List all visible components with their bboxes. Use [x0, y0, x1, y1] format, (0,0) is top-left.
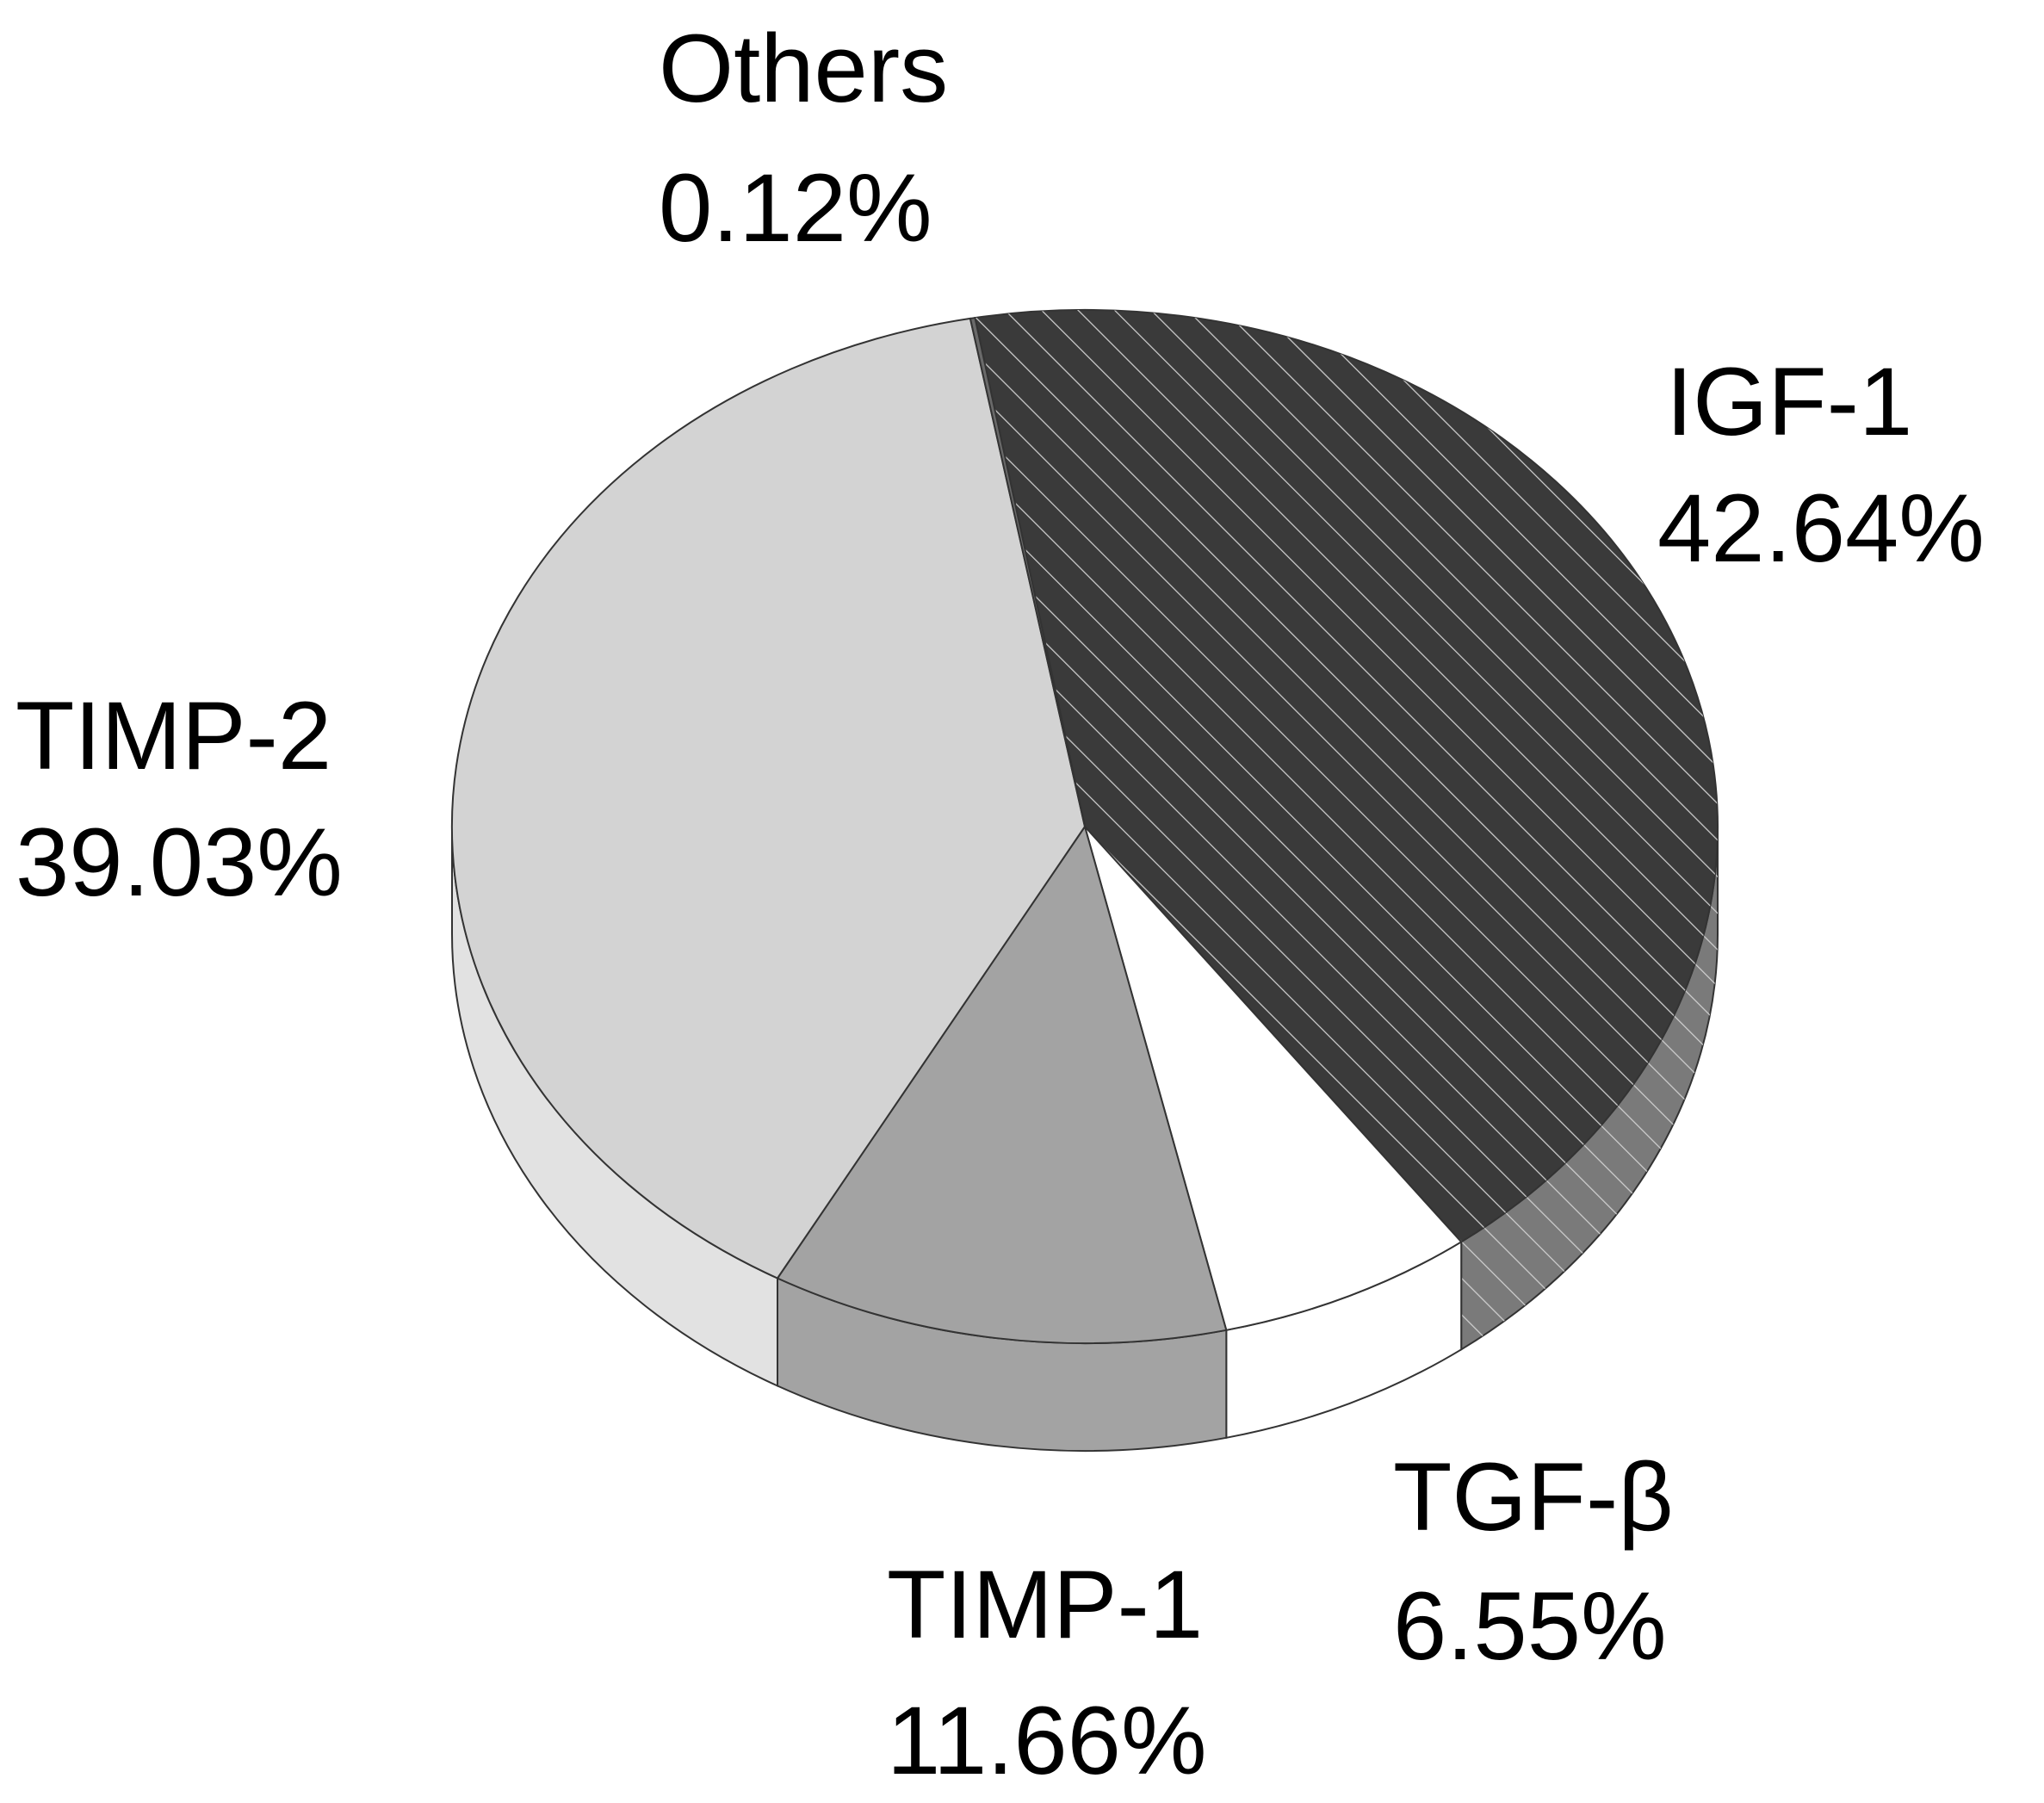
slice-value-timp1: 11.66%	[887, 1687, 1207, 1794]
slice-label-igf1: IGF-1	[1666, 348, 1912, 455]
slice-label-timp2: TIMP-2	[15, 682, 331, 790]
slice-value-timp2: 39.03%	[15, 809, 343, 916]
slice-label-others: Others	[659, 15, 948, 122]
pie-top-faces	[450, 309, 1719, 1344]
slice-hatch-igf1	[975, 309, 1718, 1242]
slice-label-timp1: TIMP-1	[887, 1551, 1203, 1658]
slice-value-others: 0.12%	[659, 154, 932, 262]
slice-value-tgfb: 6.55%	[1393, 1572, 1667, 1680]
slice-labels: Others 0.12% IGF-1 42.64% TIMP-2 39.03% …	[15, 15, 1985, 1794]
slice-timp1	[776, 824, 1228, 1344]
slice-label-tgfb: TGF-β	[1393, 1443, 1674, 1551]
slice-value-igf1: 42.64%	[1657, 474, 1985, 582]
slice-timp2	[450, 317, 1087, 1279]
slice-tgf	[1084, 826, 1463, 1331]
slice-others	[969, 316, 1086, 827]
side-wall-hatch-igf1	[1461, 827, 1718, 1350]
